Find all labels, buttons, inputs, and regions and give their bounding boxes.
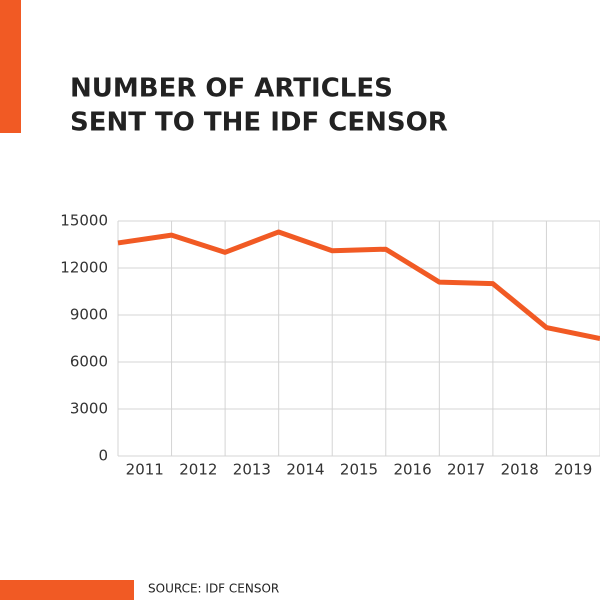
x-tick-label: 2012: [179, 461, 217, 479]
x-tick-label: 2015: [340, 461, 378, 479]
x-tick-label: 2019: [554, 461, 592, 479]
x-tick-label: 2011: [126, 461, 164, 479]
y-tick-label: 12000: [60, 259, 108, 277]
accent-bar: [0, 0, 21, 133]
x-tick-label: 2014: [286, 461, 324, 479]
x-tick-label: 2013: [233, 461, 271, 479]
y-tick-label: 0: [98, 447, 108, 465]
x-tick-label: 2016: [393, 461, 431, 479]
y-tick-label: 15000: [60, 212, 108, 230]
source: SOURCE: IDF CENSOR: [148, 582, 279, 596]
chart-title: SENT TO THE IDF CENSOR: [70, 108, 448, 138]
chart-title: NUMBER OF ARTICLES: [70, 74, 393, 104]
y-tick-label: 6000: [70, 353, 108, 371]
y-tick-label: 3000: [70, 400, 108, 418]
y-tick-label: 9000: [70, 306, 108, 324]
x-tick-label: 2018: [501, 461, 539, 479]
accent-bar: [0, 580, 134, 600]
data-line: [117, 229, 600, 341]
x-tick-label: 2017: [447, 461, 485, 479]
